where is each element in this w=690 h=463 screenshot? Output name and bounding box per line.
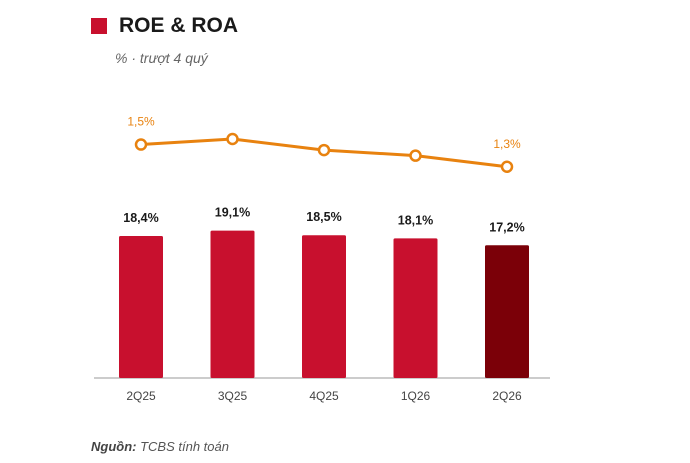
x-tick-label-4Q25: 4Q25 [309, 389, 339, 403]
roa-value-label-2Q26: 1,3% [493, 137, 521, 151]
roa-point-2Q26 [500, 160, 514, 173]
chart-title: ROE & ROA [119, 14, 239, 37]
bar-value-label-1Q26: 18,1% [398, 213, 433, 227]
bar-2Q26 [485, 245, 529, 378]
bar-value-label-2Q26: 17,2% [489, 220, 524, 234]
x-tick-label-2Q25: 2Q25 [126, 389, 156, 403]
bar-value-label-2Q25: 18,4% [123, 211, 158, 225]
bar-4Q25 [302, 235, 346, 378]
title-marker-square [91, 18, 107, 34]
x-tick-label-2Q26: 2Q26 [492, 389, 522, 403]
chart-subtitle: % · trượt 4 quý [115, 50, 208, 66]
roa-value-label-2Q25: 1,5% [127, 115, 155, 129]
roa-point-1Q26 [409, 149, 422, 162]
bar-2Q25 [119, 236, 163, 378]
roa-point-2Q25 [134, 138, 148, 151]
source-note: Nguồn: TCBS tính toán [91, 439, 229, 454]
bar-value-label-4Q25: 18,5% [306, 210, 341, 224]
bar-1Q26 [393, 238, 438, 378]
bar-value-label-3Q25: 19,1% [215, 206, 250, 220]
roa-point-4Q25 [317, 143, 331, 157]
x-tick-label-1Q26: 1Q26 [401, 389, 431, 403]
chart-title-group: ROE & ROA [91, 14, 238, 38]
roa-point-3Q25 [226, 132, 239, 146]
bar-3Q25 [210, 230, 255, 378]
x-tick-label-3Q25: 3Q25 [218, 389, 248, 403]
source-text: TCBS tính toán [136, 439, 229, 454]
source-label: Nguồn: [91, 439, 137, 454]
